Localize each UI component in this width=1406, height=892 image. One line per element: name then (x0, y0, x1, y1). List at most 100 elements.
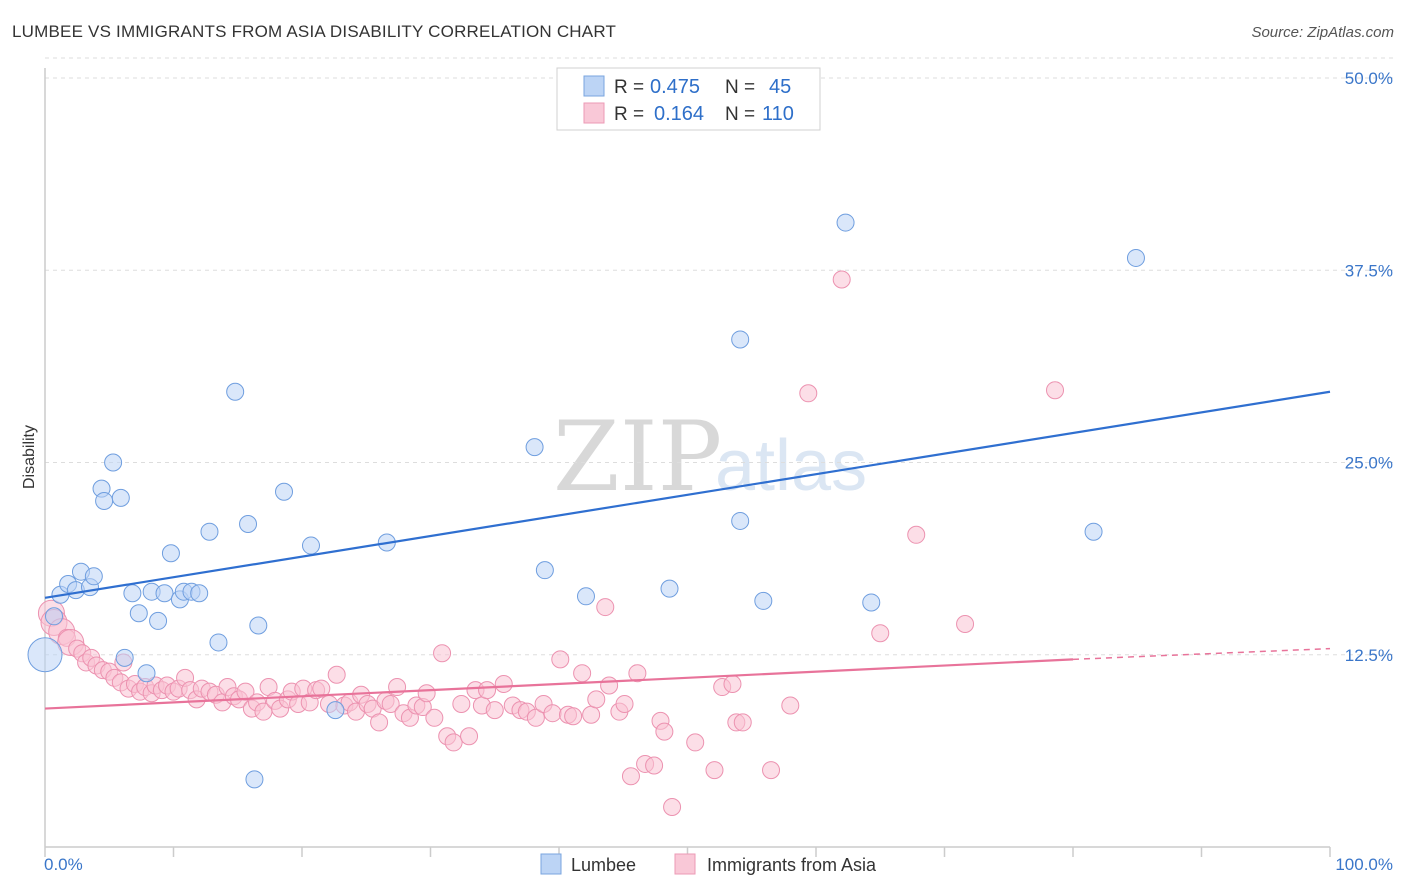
lumbee-point (123, 584, 142, 603)
immigrants-point (417, 684, 436, 703)
lumbee-point (95, 491, 114, 510)
series-immigrants-points (37, 270, 1065, 817)
watermark-zip: ZIP (553, 401, 722, 513)
bottom-legend-swatch-immigrants (674, 853, 696, 875)
immigrants-point (762, 761, 781, 780)
lumbee-trendline (44, 390, 1331, 599)
lumbee-point (1126, 248, 1145, 267)
immigrants-point (733, 713, 752, 732)
immigrants-point (312, 679, 331, 698)
immigrants-point (655, 722, 674, 741)
bottom-legend-swatch-lumbee (540, 853, 562, 875)
immigrants-point (236, 682, 255, 701)
immigrants-point (705, 761, 724, 780)
y-tick-label: 50.0% (1345, 69, 1393, 88)
x-tick-label-max: 100.0% (1335, 855, 1393, 874)
lumbee-point (149, 611, 168, 630)
immigrants-point (543, 704, 562, 723)
immigrants-point (478, 681, 497, 700)
immigrants-point (871, 624, 890, 643)
immigrants-point (425, 708, 444, 727)
watermark-atlas: atlas (715, 426, 867, 506)
immigrants-point (1046, 381, 1065, 400)
y-tick-label: 12.5% (1345, 646, 1393, 665)
legend-r-value-2: 0.164 (654, 103, 704, 125)
lumbee-point (200, 522, 219, 541)
legend-n-value-2: 110 (762, 103, 794, 125)
immigrants-point (444, 733, 463, 752)
immigrants-point (781, 696, 800, 715)
legend-r-label-1: R = (614, 77, 644, 98)
lumbee-point (754, 591, 773, 610)
lumbee-point (245, 770, 264, 789)
lumbee-point (137, 664, 156, 683)
immigrants-point (799, 384, 818, 403)
lumbee-point (155, 584, 174, 603)
immigrants-point (485, 701, 504, 720)
lumbee-point (731, 330, 750, 349)
lumbee-point (660, 579, 679, 598)
lumbee-point (731, 511, 750, 530)
lumbee-point (836, 213, 855, 232)
immigrants-point (433, 644, 452, 663)
legend-n-value-1: 45 (769, 76, 791, 98)
immigrants-point (615, 694, 634, 713)
immigrants-point (832, 270, 851, 289)
immigrants-point (582, 705, 601, 724)
immigrants-point (686, 733, 705, 752)
bottom-legend-lumbee: Lumbee (571, 855, 636, 875)
y-axis-title: Disability (21, 425, 38, 489)
immigrants-point (370, 713, 389, 732)
lumbee-point (27, 637, 63, 673)
x-tick-label-min: 0.0% (44, 855, 83, 874)
legend-r-value-1: 0.475 (650, 76, 700, 98)
lumbee-point (862, 593, 881, 612)
immigrants-point (600, 676, 619, 695)
immigrants-point (551, 650, 570, 669)
lumbee-point (209, 633, 228, 652)
y-tick-label: 25.0% (1345, 454, 1393, 473)
legend-n-label-1: N = (725, 77, 755, 98)
immigrants-point (452, 694, 471, 713)
immigrants-point (494, 674, 513, 693)
lumbee-point (129, 604, 148, 623)
lumbee-point (249, 616, 268, 635)
trendlines (44, 390, 1331, 710)
lumbee-point (115, 648, 134, 667)
legend-n-label-2: N = (725, 104, 755, 125)
immigrants-point (327, 665, 346, 684)
immigrants-point (907, 525, 926, 544)
lumbee-point (1084, 522, 1103, 541)
chart-source: Source: ZipAtlas.com (1251, 24, 1394, 41)
immigrants-point (621, 767, 640, 786)
lumbee-point (104, 453, 123, 472)
lumbee-point (44, 607, 63, 626)
y-tick-labels: 12.5% 25.0% 37.5% 50.0% (1345, 69, 1393, 665)
lumbee-point (111, 488, 130, 507)
immigrants-point (460, 727, 479, 746)
lumbee-point (301, 536, 320, 555)
immigrants-point (587, 690, 606, 709)
chart-title: LUMBEE VS IMMIGRANTS FROM ASIA DISABILIT… (12, 22, 617, 41)
immigrants-point (564, 707, 583, 726)
lumbee-point (525, 438, 544, 457)
immigrants-point (663, 798, 682, 817)
lumbee-point (275, 482, 294, 501)
lumbee-point (190, 584, 209, 603)
y-tick-label: 37.5% (1345, 261, 1393, 280)
lumbee-point (239, 515, 258, 534)
immigrants-point (723, 674, 742, 693)
lumbee-point (226, 382, 245, 401)
immigrants-point (596, 598, 615, 617)
lumbee-point (326, 701, 345, 720)
immigrants-point (645, 756, 664, 775)
immigrants-point (628, 664, 647, 683)
correlation-legend: R = 0.475 N = 45 R = 0.164 N = 110 (556, 67, 821, 131)
series-legend: Lumbee Immigrants from Asia (540, 853, 877, 875)
lumbee-point (161, 544, 180, 563)
immigrants-trendline-extrapolated (1072, 647, 1331, 661)
bottom-legend-immigrants: Immigrants from Asia (707, 855, 877, 875)
lumbee-point (84, 567, 103, 586)
immigrants-point (381, 694, 400, 713)
